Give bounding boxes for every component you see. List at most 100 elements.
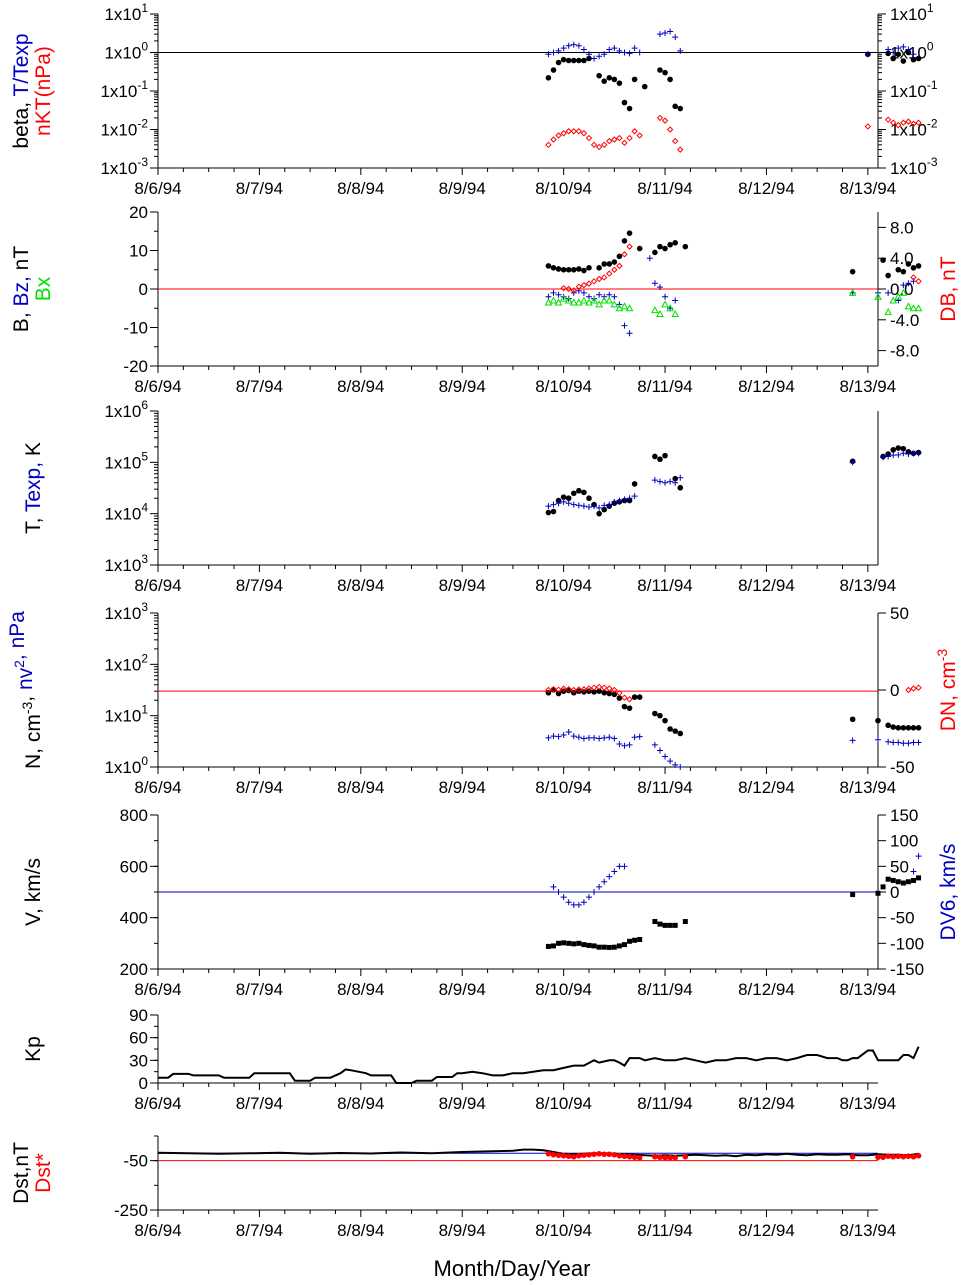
data-point bbox=[890, 452, 897, 459]
data-point bbox=[560, 130, 567, 137]
data-point bbox=[560, 732, 567, 739]
data-point bbox=[662, 452, 668, 459]
x-tick-label: 8/7/94 bbox=[236, 576, 283, 595]
data-point bbox=[667, 922, 673, 928]
data-point bbox=[585, 134, 593, 142]
data-point bbox=[656, 747, 663, 754]
data-point bbox=[667, 76, 673, 83]
data-point bbox=[915, 55, 922, 62]
data-point bbox=[591, 1151, 597, 1158]
data-point bbox=[565, 1153, 572, 1160]
y-tick-label: 1x100 bbox=[104, 40, 148, 63]
x-tick-label: 8/6/94 bbox=[134, 1094, 181, 1113]
data-point bbox=[626, 330, 633, 337]
data-point bbox=[565, 729, 572, 736]
data-point bbox=[885, 738, 892, 745]
data-point bbox=[662, 293, 669, 300]
data-point bbox=[565, 899, 572, 906]
data-point bbox=[600, 296, 609, 304]
data-point bbox=[884, 116, 892, 123]
data-point bbox=[636, 694, 643, 700]
panel-n: 8/6/94 8/7/94 8/8/94 8/9/94 8/10/94 8/11/94 8/… bbox=[6, 600, 960, 797]
data-point bbox=[890, 1153, 897, 1160]
data-point bbox=[652, 1153, 658, 1160]
data-point bbox=[880, 884, 886, 890]
data-point bbox=[885, 1153, 891, 1160]
data-point bbox=[631, 493, 638, 500]
y-tick-label: 10 bbox=[129, 242, 148, 261]
data-point bbox=[616, 943, 622, 949]
data-point bbox=[915, 263, 922, 269]
data-point bbox=[565, 57, 572, 64]
data-point bbox=[682, 243, 689, 250]
data-point bbox=[560, 494, 567, 500]
data-point bbox=[576, 688, 582, 694]
data-point bbox=[621, 863, 628, 870]
data-point bbox=[905, 879, 911, 885]
data-point bbox=[672, 240, 678, 246]
x-tick-label: 8/9/94 bbox=[439, 179, 486, 198]
data-point bbox=[586, 265, 592, 271]
x-tick-label: 8/6/94 bbox=[134, 377, 181, 396]
data-point bbox=[636, 49, 643, 56]
y2-tick-label: -50 bbox=[890, 909, 915, 928]
data-point bbox=[621, 742, 628, 749]
data-point bbox=[596, 688, 602, 694]
y-tick-label: 1x102 bbox=[104, 651, 148, 674]
data-point bbox=[652, 919, 658, 925]
data-point bbox=[895, 451, 902, 458]
data-point bbox=[585, 685, 593, 692]
data-point bbox=[849, 716, 856, 723]
x-tick-label: 8/9/94 bbox=[439, 980, 486, 999]
x-tick-label: 8/7/94 bbox=[236, 179, 283, 198]
data-point bbox=[616, 863, 623, 870]
data-point bbox=[677, 47, 684, 54]
y-tick-label: 1x106 bbox=[104, 398, 148, 421]
data-point bbox=[890, 119, 897, 126]
data-point bbox=[596, 510, 602, 517]
data-point bbox=[570, 1153, 577, 1160]
x-tick-label: 8/13/94 bbox=[839, 576, 896, 595]
data-point bbox=[900, 1153, 907, 1160]
data-point bbox=[864, 123, 872, 130]
data-point bbox=[626, 134, 633, 142]
y2-tick-label: -50 bbox=[890, 758, 915, 777]
data-point bbox=[605, 296, 614, 304]
data-point bbox=[576, 57, 582, 64]
data-point bbox=[900, 58, 907, 64]
data-point bbox=[586, 495, 592, 502]
data-point bbox=[915, 119, 922, 126]
data-point bbox=[591, 503, 598, 510]
data-point bbox=[601, 261, 607, 267]
x-tick-label: 8/12/94 bbox=[738, 1094, 795, 1113]
data-point bbox=[895, 121, 902, 129]
data-point bbox=[595, 300, 603, 308]
data-point bbox=[560, 266, 567, 273]
data-point bbox=[666, 126, 674, 133]
data-point bbox=[626, 741, 633, 748]
x-tick-label: 8/6/94 bbox=[134, 1221, 181, 1240]
y-tick-label: 1x10-2 bbox=[100, 117, 148, 140]
data-point bbox=[611, 868, 618, 875]
data-point bbox=[616, 134, 623, 142]
data-point bbox=[905, 686, 912, 694]
data-point bbox=[580, 503, 587, 510]
data-point bbox=[616, 47, 623, 54]
data-point bbox=[606, 137, 613, 145]
data-point bbox=[651, 477, 658, 484]
data-point bbox=[606, 873, 613, 880]
data-point bbox=[621, 942, 627, 948]
data-point bbox=[849, 737, 856, 744]
data-point bbox=[915, 684, 922, 691]
series-line bbox=[158, 1046, 920, 1084]
data-point bbox=[875, 890, 881, 896]
data-point bbox=[672, 728, 678, 734]
data-point bbox=[586, 942, 592, 948]
y-tick-label: 90 bbox=[129, 1006, 148, 1025]
data-point bbox=[621, 322, 628, 329]
data-point bbox=[621, 99, 628, 106]
y2-tick-label: -100 bbox=[890, 934, 924, 953]
data-point bbox=[657, 67, 663, 73]
x-tick-label: 8/11/94 bbox=[637, 179, 692, 198]
data-point bbox=[606, 690, 613, 697]
